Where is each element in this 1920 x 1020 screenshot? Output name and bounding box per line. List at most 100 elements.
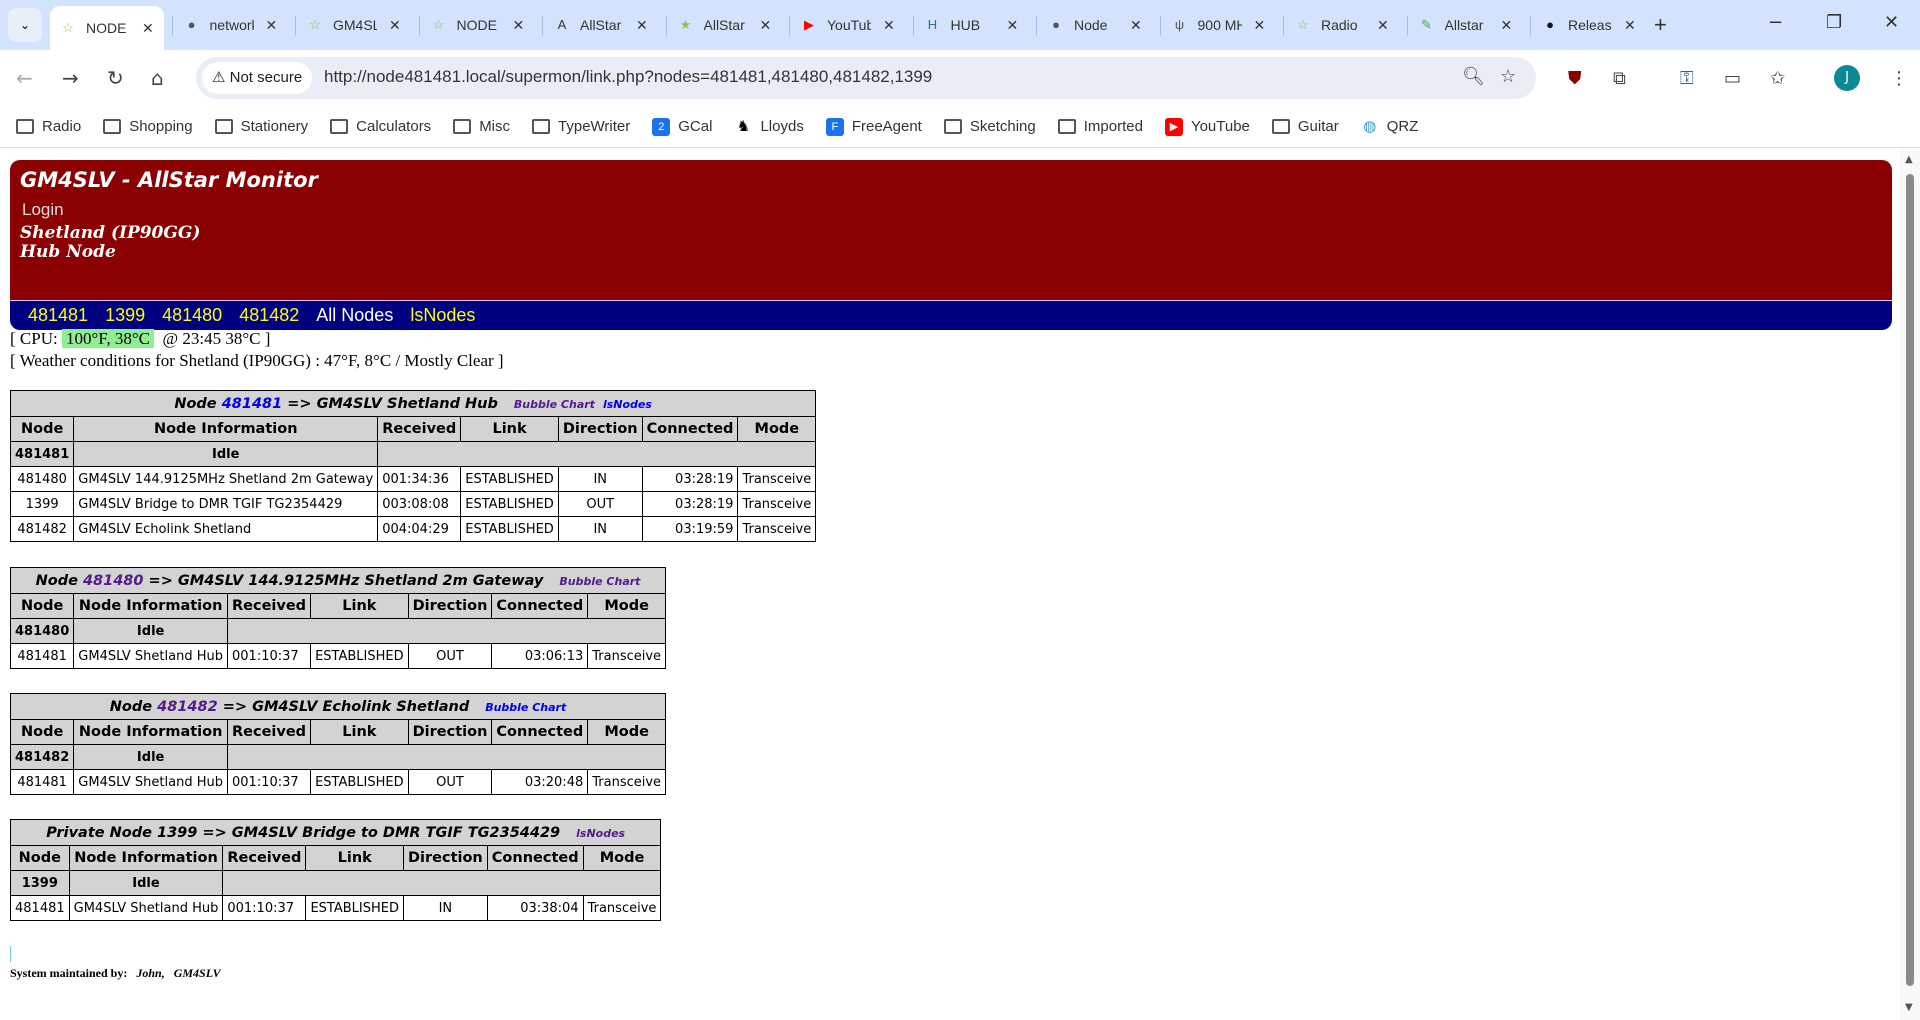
menu-icon[interactable]: ⋮ — [1890, 68, 1908, 89]
avatar[interactable]: J — [1834, 65, 1860, 91]
table-caption: Private Node 1399 => GM4SLV Bridge to DM… — [9, 819, 662, 846]
bubble-chart-link[interactable]: Bubble Chart — [513, 397, 595, 411]
nav-link-481481[interactable]: 481481 — [28, 305, 89, 325]
bookmark-youtube[interactable]: ▶ YouTube — [1164, 117, 1250, 136]
cell-connected: 03:20:48 — [491, 769, 589, 795]
close-tab-icon[interactable]: ✕ — [512, 16, 525, 33]
new-tab-button[interactable]: + — [1654, 12, 1667, 37]
close-window-button[interactable]: ✕ — [1884, 12, 1900, 33]
bookmark-sketching[interactable]: Sketching — [943, 118, 1036, 135]
close-tab-icon[interactable]: ✕ — [1253, 16, 1266, 33]
close-tab-icon[interactable]: ✕ — [759, 16, 772, 33]
bookmarks-star-icon[interactable]: ✩ — [1770, 68, 1786, 89]
tab[interactable]: ● network ✕ — [174, 8, 288, 42]
nav-link-lsnodes[interactable]: lsNodes — [410, 305, 476, 325]
tab[interactable]: ✎ Allstar ✕ — [1409, 8, 1523, 42]
security-chip[interactable]: ⚠ Not secure — [202, 62, 313, 94]
bookmark-freeagent[interactable]: F FreeAgent — [825, 117, 922, 136]
address-bar[interactable]: ⚠ Not secure http://node481481.local/sup… — [196, 57, 1536, 99]
bubble-chart-link[interactable]: Bubble Chart — [485, 700, 567, 714]
lloyds-icon: ♞ — [736, 117, 751, 135]
security-label: Not secure — [229, 69, 303, 86]
bookmark-guitar[interactable]: Guitar — [1271, 118, 1339, 135]
close-tab-icon[interactable]: ✕ — [1130, 16, 1142, 33]
nav-link-all-nodes[interactable]: All Nodes — [316, 305, 394, 325]
tab[interactable]: ☆ GM4SLV ✕ — [297, 8, 411, 42]
close-tab-icon[interactable]: ✕ — [1006, 16, 1019, 33]
lsnodes-link[interactable]: lsNodes — [576, 826, 626, 840]
back-button[interactable]: ← — [16, 66, 33, 90]
column-header: Direction — [557, 416, 643, 442]
login-link[interactable]: Login — [22, 200, 64, 219]
cell-direction: OUT — [557, 491, 643, 517]
reload-button[interactable]: ↻ — [107, 66, 124, 90]
nav-link-1399[interactable]: 1399 — [105, 305, 146, 325]
tab-title: AllStar — [703, 17, 745, 33]
zoom-icon[interactable]: 🔍︎ — [1462, 66, 1485, 87]
bookmark-gcal[interactable]: 2 GCal — [652, 117, 712, 136]
column-header: Node Information — [73, 593, 228, 619]
payment-card-icon[interactable]: ▭ — [1724, 68, 1742, 89]
cell-received: 001:10:37 — [222, 895, 307, 921]
minimize-button[interactable]: − — [1768, 12, 1784, 33]
tab[interactable]: ● Node ✕ — [1038, 8, 1152, 42]
scrollbar[interactable]: ▲ ▼ — [1900, 150, 1920, 1020]
node-link[interactable]: 481482 — [157, 698, 218, 715]
tab[interactable]: ψ 900 MHz ✕ — [1162, 8, 1276, 42]
tab[interactable]: ▶ YouTube ✕ — [791, 8, 905, 42]
extensions-icon[interactable]: ⧉ — [1613, 68, 1626, 89]
nav-link-481482[interactable]: 481482 — [239, 305, 300, 325]
shield-extension-icon[interactable]: ⛊ — [1568, 68, 1582, 89]
close-tab-icon[interactable]: ✕ — [636, 16, 648, 33]
tab[interactable]: A AllStar ✕ — [544, 8, 658, 42]
restore-button[interactable]: ❐ — [1826, 12, 1843, 33]
cell-node: 481481 — [9, 769, 75, 795]
node-link[interactable]: 481481 — [221, 395, 283, 412]
home-button[interactable]: ⌂ — [151, 66, 164, 90]
tab-search-button[interactable]: ⌄ — [8, 8, 42, 42]
bookmark-stationery[interactable]: Stationery — [214, 118, 308, 135]
bookmark-calculators[interactable]: Calculators — [330, 118, 431, 135]
close-tab-icon[interactable]: ✕ — [1624, 16, 1636, 33]
close-tab-icon[interactable]: ✕ — [883, 16, 895, 33]
bookmark-misc[interactable]: Misc — [453, 118, 510, 135]
caption-prefix: Node — [109, 698, 158, 715]
password-key-icon[interactable]: ⚿ — [1680, 68, 1694, 89]
close-tab-icon[interactable]: ✕ — [142, 19, 154, 36]
folder-icon — [1271, 119, 1290, 134]
caption-row: Node 481481 => GM4SLV Shetland Hub Bubble… — [9, 390, 817, 417]
cell-received: 003:08:08 — [377, 491, 462, 517]
lsnodes-link[interactable]: lsNodes — [602, 397, 652, 411]
close-tab-icon[interactable]: ✕ — [1377, 16, 1389, 33]
bookmark-shopping[interactable]: Shopping — [103, 118, 193, 135]
bookmark-qrz[interactable]: ◍ QRZ — [1361, 118, 1418, 136]
bookmark-lloyds[interactable]: ♞ Lloyds — [734, 117, 804, 136]
nav-link-481480[interactable]: 481480 — [162, 305, 223, 325]
tab[interactable]: H HUB ✕ — [915, 8, 1029, 42]
tab[interactable]: ☆ NODE ✕ — [50, 6, 164, 50]
url-input[interactable]: http://node481481.local/supermon/link.ph… — [324, 67, 933, 86]
table-caption: Node 481480 => GM4SLV 144.9125MHz Shetla… — [9, 567, 667, 594]
bookmark-radio[interactable]: Radio — [16, 118, 81, 135]
caption-title: => GM4SLV Shetland Hub — [282, 395, 498, 412]
bookmark-imported[interactable]: Imported — [1057, 118, 1143, 135]
bookmark-label: Shopping — [129, 118, 193, 135]
tab[interactable]: ★ AllStar ✕ — [668, 8, 782, 42]
close-tab-icon[interactable]: ✕ — [1500, 16, 1513, 33]
bookmark-typewriter[interactable]: TypeWriter — [532, 118, 630, 135]
idle-status: Idle — [68, 870, 224, 896]
bubble-chart-link[interactable]: Bubble Chart — [559, 574, 641, 588]
scrollbar-thumb[interactable] — [1906, 174, 1914, 986]
node-link[interactable]: 481480 — [82, 572, 144, 589]
close-tab-icon[interactable]: ✕ — [389, 16, 401, 33]
scroll-up-icon[interactable]: ▲ — [1905, 154, 1913, 165]
tab[interactable]: ● Releases ✕ — [1532, 8, 1646, 42]
scroll-down-icon[interactable]: ▼ — [1905, 1002, 1913, 1013]
close-tab-icon[interactable]: ✕ — [265, 16, 278, 33]
forward-button[interactable]: → — [62, 66, 79, 90]
bookmark-star-icon[interactable]: ☆ — [1500, 66, 1517, 87]
cpu-label: [ CPU: — [10, 329, 62, 348]
allstar-logo-icon: A — [557, 17, 567, 32]
tab[interactable]: ☆ Radio ✕ — [1285, 8, 1399, 42]
tab[interactable]: ☆ NODE ✕ — [421, 8, 535, 42]
